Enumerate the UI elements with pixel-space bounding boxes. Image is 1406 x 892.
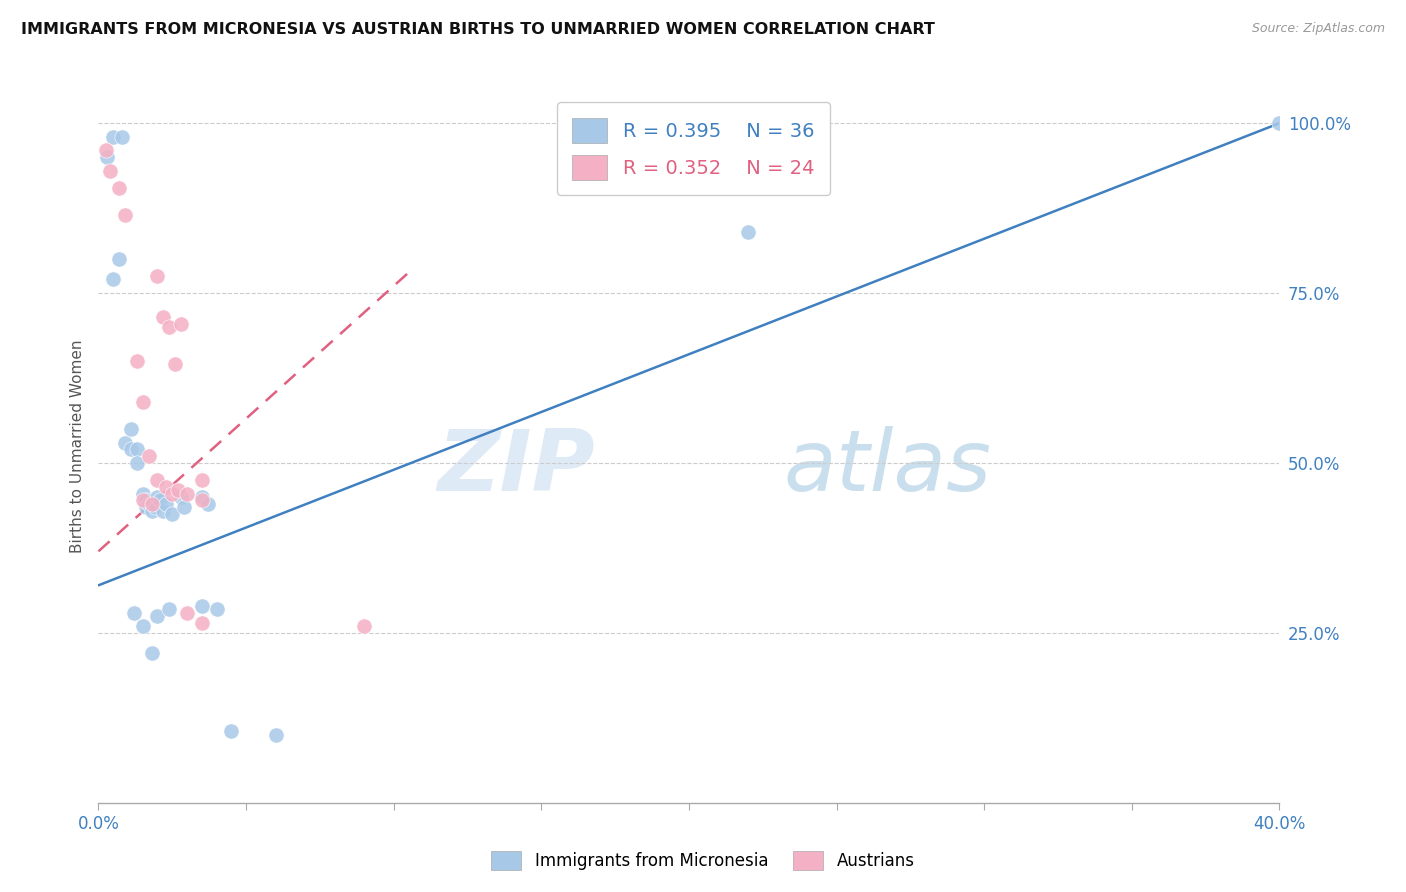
Point [191,473,214,487]
Text: IMMIGRANTS FROM MICRONESIA VS AUSTRIAN BIRTHS TO UNMARRIED WOMEN CORRELATION CHA: IMMIGRANTS FROM MICRONESIA VS AUSTRIAN B… [21,22,935,37]
Y-axis label: Births to Unmarried Women: Births to Unmarried Women [69,339,84,553]
Point [353,619,375,633]
Point [132,493,155,508]
Point [1268,116,1291,130]
Point [141,503,163,517]
Point [103,129,125,144]
Point [108,180,131,194]
Point [191,615,214,630]
Point [132,619,155,633]
Point [141,646,163,660]
Point [205,602,228,616]
Point [146,269,169,284]
Point [94,144,117,158]
Legend: Immigrants from Micronesia, Austrians: Immigrants from Micronesia, Austrians [485,844,921,877]
Point [96,150,118,164]
Point [197,497,219,511]
Point [264,728,287,742]
Point [138,497,160,511]
Point [143,500,166,515]
Point [165,358,187,372]
Point [120,422,142,436]
Point [157,602,180,616]
Point [146,490,169,504]
Point [135,493,157,508]
Point [138,449,160,463]
Legend: R = 0.395    N = 36, R = 0.352    N = 24: R = 0.395 N = 36, R = 0.352 N = 24 [557,103,830,195]
Point [167,483,190,498]
Point [146,473,169,487]
Point [155,497,177,511]
Point [132,394,155,409]
Point [146,608,169,623]
Point [152,310,174,324]
Point [191,493,214,508]
Point [155,480,177,494]
Point [191,490,214,504]
Point [114,208,136,222]
Point [98,163,121,178]
Point [125,442,148,457]
Point [122,606,145,620]
Point [149,493,172,508]
Point [141,497,163,511]
Point [170,490,193,504]
Point [176,606,198,620]
Point [125,354,148,368]
Point [170,317,193,331]
Point [135,500,157,515]
Point [176,486,198,500]
Point [162,486,183,500]
Text: ZIP: ZIP [437,425,595,509]
Point [120,442,142,457]
Point [111,129,134,144]
Point [125,456,148,470]
Text: atlas: atlas [783,425,991,509]
Text: Source: ZipAtlas.com: Source: ZipAtlas.com [1251,22,1385,36]
Point [737,225,759,239]
Point [152,503,174,517]
Point [162,507,183,521]
Point [221,724,243,739]
Point [108,252,131,266]
Point [173,500,195,515]
Point [157,320,180,334]
Point [191,599,214,613]
Point [114,435,136,450]
Point [103,272,125,286]
Point [132,486,155,500]
